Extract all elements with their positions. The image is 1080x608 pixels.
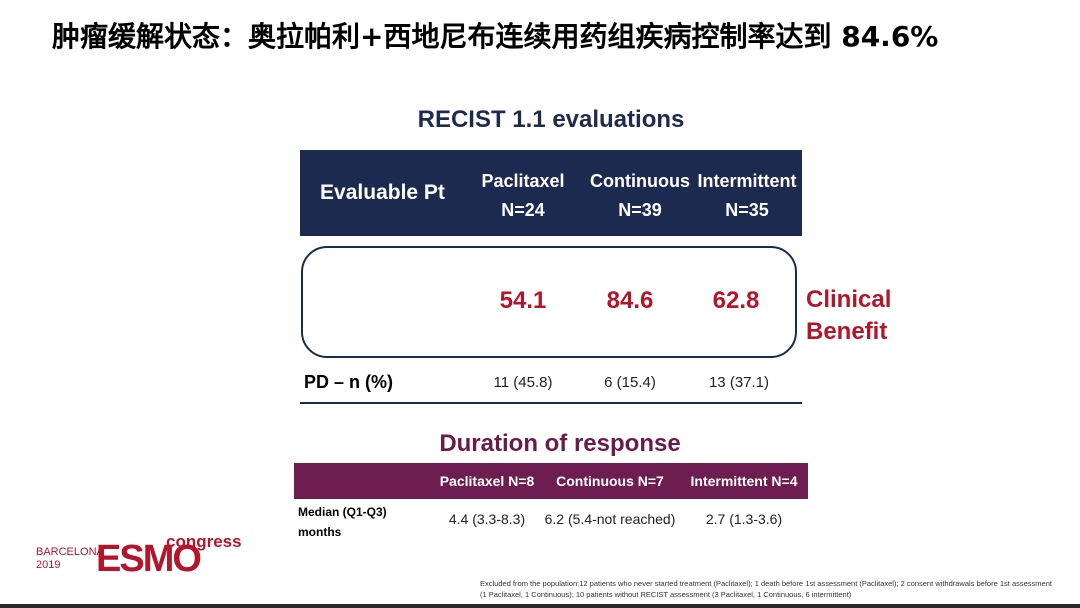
column-n: N=35 [725, 200, 769, 220]
paclitaxel-column-header: Paclitaxel N=24 [468, 167, 578, 225]
duration-paclitaxel-value: 4.4 (3.3-8.3) [448, 511, 526, 527]
duration-continuous-header: Continuous N=7 [556, 473, 664, 489]
duration-row-label-line1: Median (Q1-Q3) [298, 505, 387, 519]
recist-table-header: Evaluable Pt Paclitaxel N=24 Continuous … [300, 150, 802, 236]
pd-intermittent: 13 (37.1) [708, 374, 770, 391]
clinical-benefit-intermittent: 62.8 [712, 287, 760, 314]
continuous-column-header: Continuous N=39 [585, 167, 695, 225]
logo-year: 2019 [36, 559, 61, 571]
column-n: N=24 [501, 200, 545, 220]
page-title: 肿瘤缓解状态：奥拉帕利+西地尼布连续用药组疾病控制率达到 84.6% [52, 20, 939, 53]
column-name: Paclitaxel [481, 171, 565, 191]
clinical-benefit-paclitaxel: 54.1 [499, 287, 547, 314]
recist-title: RECIST 1.1 evaluations [417, 106, 685, 133]
pd-continuous: 6 (15.4) [604, 374, 656, 391]
pd-row-label: PD – n (%) [304, 372, 394, 392]
intermittent-column-header: Intermittent N=35 [692, 167, 802, 225]
evaluable-pt-header: Evaluable Pt [320, 181, 445, 204]
logo-suffix: congress [166, 532, 242, 551]
column-n: N=39 [618, 200, 662, 220]
duration-paclitaxel-header: Paclitaxel N=8 [439, 473, 535, 489]
clinical-benefit-label: Clinical Benefit [806, 284, 896, 348]
duration-table-header: Paclitaxel N=8 Continuous N=7 Intermitte… [294, 463, 808, 499]
footnote: Excluded from the population:12 patients… [480, 579, 1052, 599]
column-name: Continuous [590, 171, 690, 191]
clinical-benefit-continuous: 84.6 [606, 287, 654, 314]
logo-city: BARCELONA [36, 546, 104, 558]
column-name: Intermittent [697, 171, 797, 191]
duration-title: Duration of response [439, 430, 681, 457]
duration-row-label-line2: months [298, 525, 342, 539]
logo-location: BARCELONA 2019 [36, 546, 104, 572]
esmo-congress-logo: BARCELONA 2019 ESMO congress [36, 532, 242, 580]
clinical-benefit-label-text: Clinical Benefit [806, 286, 892, 345]
pd-paclitaxel: 11 (45.8) [493, 374, 553, 391]
logo-brand: ESMO [96, 538, 202, 580]
duration-row-label: Median (Q1-Q3) months [298, 502, 387, 542]
table-divider [300, 402, 802, 404]
duration-intermittent-value: 2.7 (1.3-3.6) [705, 511, 783, 527]
duration-intermittent-header: Intermittent N=4 [690, 473, 798, 489]
duration-continuous-value: 6.2 (5.4-not reached) [544, 511, 676, 527]
clinical-benefit-box [301, 246, 797, 358]
bottom-divider [0, 604, 1080, 608]
